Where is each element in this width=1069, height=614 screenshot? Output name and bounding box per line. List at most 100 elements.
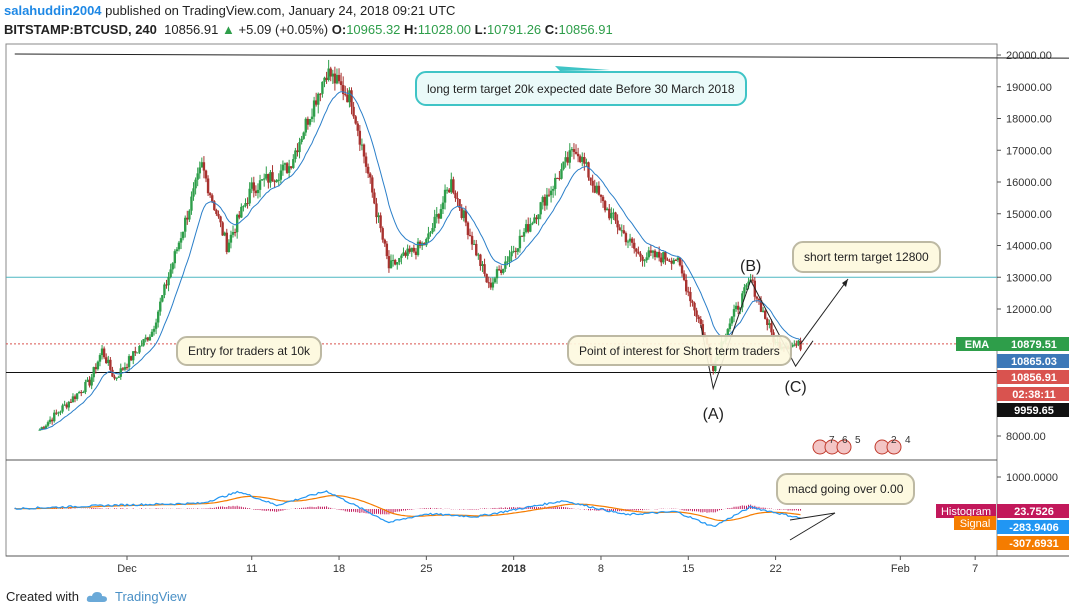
- candle-body: [350, 90, 353, 107]
- candle-body: [281, 164, 285, 171]
- candle-body: [493, 278, 497, 283]
- high-value: 11028.00: [417, 22, 472, 37]
- candle-body: [678, 257, 682, 266]
- candle-body: [404, 252, 407, 256]
- candle-body: [161, 295, 164, 302]
- candle-body: [48, 419, 52, 423]
- candle-body: [435, 214, 438, 217]
- candle-body: [670, 260, 673, 264]
- close-value: 10856.91: [558, 22, 613, 37]
- candle-body: [50, 419, 54, 422]
- candle-body: [682, 273, 686, 280]
- histogram-tag-bg: [936, 504, 996, 518]
- candle-body: [487, 282, 490, 284]
- candle-body: [595, 185, 599, 193]
- candle-body: [620, 230, 623, 232]
- candle-body: [173, 251, 177, 264]
- candle-body: [80, 392, 83, 394]
- candle-body: [429, 232, 432, 234]
- candle-body: [229, 234, 233, 243]
- candle-body: [410, 247, 413, 252]
- candle-body: [246, 203, 249, 205]
- candle-body: [635, 248, 638, 252]
- candle-body: [759, 300, 763, 312]
- candle-body: [381, 228, 384, 240]
- candle-body: [240, 206, 243, 218]
- candle-body: [533, 217, 536, 224]
- candle-body: [84, 381, 87, 393]
- candle-body: [175, 249, 179, 252]
- candle-body: [603, 201, 607, 211]
- candle-body: [223, 232, 226, 236]
- candle-body: [736, 305, 740, 310]
- candle-body: [292, 159, 295, 168]
- candle-body: [279, 170, 283, 180]
- candle-body: [527, 224, 530, 232]
- candle-body: [233, 232, 237, 234]
- candle-body: [462, 210, 465, 218]
- high-label: H:: [404, 22, 418, 37]
- candle-body: [248, 188, 251, 204]
- candle-body: [391, 259, 395, 261]
- candle-body: [40, 427, 43, 430]
- candle-body: [649, 250, 653, 253]
- x-tick-label: 25: [420, 563, 432, 575]
- candle-body: [728, 323, 732, 330]
- symbol-label[interactable]: BITSTAMP:BTCUSD, 240: [4, 22, 157, 37]
- tradingview-brand[interactable]: TradingView: [114, 589, 187, 604]
- candle-body: [146, 337, 149, 341]
- candle-body: [468, 235, 472, 237]
- x-tick-label: Feb: [891, 563, 910, 575]
- event-flag-icon: [836, 439, 852, 455]
- candle-body: [86, 379, 89, 382]
- candle-body: [123, 367, 127, 370]
- candle-body: [443, 189, 447, 203]
- macd-note-text: macd going over 0.00: [788, 482, 904, 496]
- candle-body: [211, 195, 214, 202]
- candle-body: [458, 199, 461, 208]
- candle-body: [134, 351, 137, 353]
- candle-body: [651, 250, 655, 253]
- candle-body: [94, 367, 98, 370]
- candle-body: [208, 193, 212, 196]
- author-link[interactable]: salahuddin2004: [4, 3, 102, 18]
- candle-body: [335, 74, 339, 84]
- publish-info: salahuddin2004 published on TradingView.…: [4, 3, 455, 18]
- candle-body: [741, 293, 744, 308]
- long-term-target-callout[interactable]: long term target 20k expected date Befor…: [415, 71, 747, 106]
- candle-body: [587, 162, 590, 178]
- candle-body: [734, 305, 738, 310]
- candle-body: [61, 405, 64, 412]
- candle-body: [524, 224, 528, 233]
- candle-body: [254, 190, 258, 194]
- candle-body: [516, 248, 520, 252]
- candle-body: [622, 230, 626, 234]
- candle-body: [144, 337, 147, 340]
- candle-body: [549, 190, 553, 196]
- candle-body: [460, 207, 463, 218]
- candle-body: [581, 157, 584, 162]
- candle-body: [660, 257, 663, 263]
- candle-body: [152, 328, 156, 332]
- macd-callout[interactable]: macd going over 0.00: [776, 473, 916, 505]
- candle-body: [657, 251, 661, 258]
- poi-callout[interactable]: Point of interest for Short term traders: [567, 335, 792, 366]
- callout-pointer: [555, 66, 610, 71]
- signal-value-tag: -307.6931: [1009, 538, 1059, 550]
- countdown-tag: 02:38:11: [1012, 389, 1055, 401]
- poi-text: Point of interest for Short term traders: [579, 343, 780, 358]
- candle-body: [148, 336, 152, 341]
- candle-body: [186, 217, 189, 220]
- candle-body: [333, 73, 337, 84]
- candle-body: [512, 250, 515, 252]
- level-tag-bg: [997, 403, 1069, 417]
- candle-body: [416, 241, 420, 255]
- entry-callout[interactable]: Entry for traders at 10k: [176, 336, 323, 366]
- candle-body: [452, 179, 455, 193]
- candle-body: [597, 185, 601, 195]
- short-term-target-callout[interactable]: short term target 12800: [792, 241, 941, 273]
- candle-body: [535, 217, 538, 220]
- x-tick-label: 7: [972, 563, 978, 575]
- candle-body: [672, 259, 675, 264]
